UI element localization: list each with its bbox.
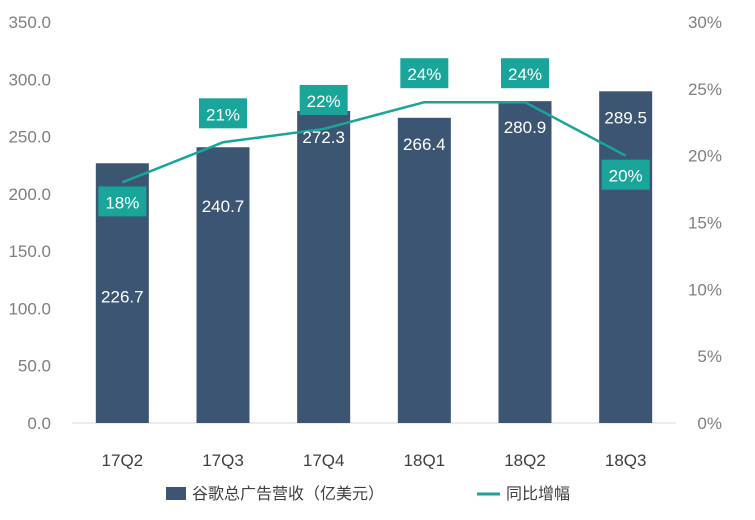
bar-value-label: 240.7 bbox=[202, 197, 245, 216]
line-series bbox=[121, 100, 627, 184]
right-tick-label: 30% bbox=[688, 13, 722, 32]
bar-value-label: 272.3 bbox=[302, 128, 345, 147]
bar-value-labels: 226.7 240.7 272.3 266.4 280.9 289.5 bbox=[101, 108, 647, 306]
left-axis: 0.0 50.0 100.0 150.0 200.0 250.0 300.0 350.0 bbox=[8, 13, 51, 433]
left-tick-label: 100.0 bbox=[8, 299, 51, 318]
line-value-label: 20% bbox=[609, 167, 643, 186]
bar-series bbox=[95, 91, 653, 424]
line-label-box bbox=[400, 58, 449, 89]
category-label: 18Q2 bbox=[504, 451, 546, 470]
line-value-label: 18% bbox=[105, 193, 139, 212]
bar-value-label: 266.4 bbox=[403, 135, 446, 154]
legend-bar-label: 谷歌总广告营收（亿美元） bbox=[192, 484, 384, 503]
line-value-label: 24% bbox=[407, 65, 441, 84]
right-tick-label: 25% bbox=[688, 80, 722, 99]
line-value-label: 24% bbox=[508, 65, 542, 84]
left-tick-label: 150.0 bbox=[8, 242, 51, 261]
line-label-box bbox=[299, 84, 348, 115]
bar bbox=[599, 91, 653, 424]
category-axis: 17Q2 17Q3 17Q4 18Q1 18Q2 18Q3 bbox=[102, 451, 647, 470]
left-tick-label: 250.0 bbox=[8, 128, 51, 147]
category-label: 17Q2 bbox=[102, 451, 144, 470]
bar bbox=[498, 101, 552, 423]
bar-value-label: 289.5 bbox=[604, 108, 647, 127]
left-tick-label: 0.0 bbox=[27, 414, 51, 433]
category-label: 17Q3 bbox=[202, 451, 244, 470]
line-label-box bbox=[199, 98, 247, 129]
right-axis: 0% 5% 10% 15% 20% 25% 30% bbox=[688, 13, 722, 433]
left-tick-label: 50.0 bbox=[18, 357, 51, 376]
right-tick-label: 0% bbox=[697, 414, 722, 433]
right-tick-label: 15% bbox=[688, 214, 722, 233]
bar-value-label: 280.9 bbox=[504, 118, 547, 137]
bar bbox=[297, 111, 351, 423]
bar bbox=[196, 147, 250, 424]
left-tick-label: 350.0 bbox=[8, 13, 51, 32]
category-label: 17Q4 bbox=[303, 451, 345, 470]
line-label-box bbox=[501, 58, 549, 89]
line-path bbox=[121, 100, 627, 184]
right-tick-label: 5% bbox=[697, 347, 722, 366]
right-tick-label: 10% bbox=[688, 280, 722, 299]
left-tick-label: 200.0 bbox=[8, 185, 51, 204]
right-tick-label: 20% bbox=[688, 147, 722, 166]
line-label-box bbox=[601, 159, 650, 190]
line-label-box bbox=[98, 186, 147, 217]
line-value-label: 22% bbox=[307, 92, 341, 111]
legend: 谷歌总广告营收（亿美元） 同比增幅 bbox=[166, 484, 570, 503]
left-tick-label: 300.0 bbox=[8, 70, 51, 89]
legend-line-label: 同比增幅 bbox=[506, 484, 570, 503]
line-value-labels: 18% 21% 22% 24% 24% 20% bbox=[98, 58, 650, 217]
legend-bar-swatch bbox=[166, 487, 186, 500]
line-value-label: 21% bbox=[206, 105, 240, 124]
bar-value-label: 226.7 bbox=[101, 287, 144, 306]
category-label: 18Q1 bbox=[404, 451, 446, 470]
category-label: 18Q3 bbox=[605, 451, 647, 470]
bar bbox=[397, 117, 451, 424]
